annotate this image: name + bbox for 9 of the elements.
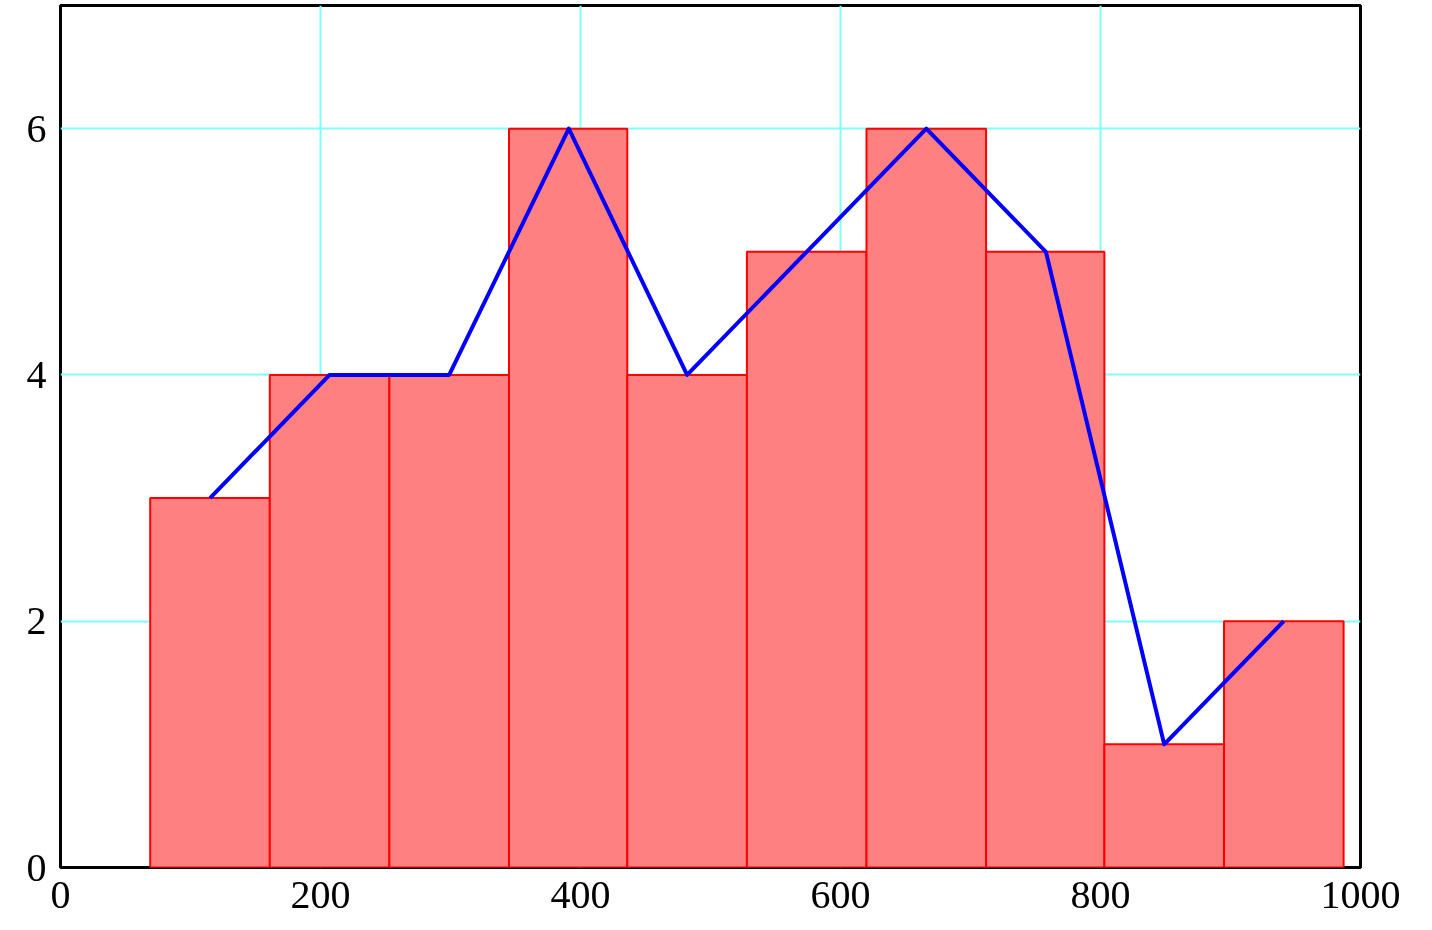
y-tick-label: 6 bbox=[26, 105, 47, 151]
x-tick-label: 800 bbox=[1070, 871, 1131, 917]
x-tick-label: 200 bbox=[290, 871, 351, 917]
x-tick-label: 600 bbox=[810, 871, 871, 917]
y-tick-label: 2 bbox=[26, 598, 47, 644]
line-series bbox=[208, 126, 1286, 747]
x-tick-label: 400 bbox=[550, 871, 611, 917]
x-tick-label: 1000 bbox=[1320, 871, 1401, 917]
y-tick-label: 4 bbox=[26, 351, 47, 397]
